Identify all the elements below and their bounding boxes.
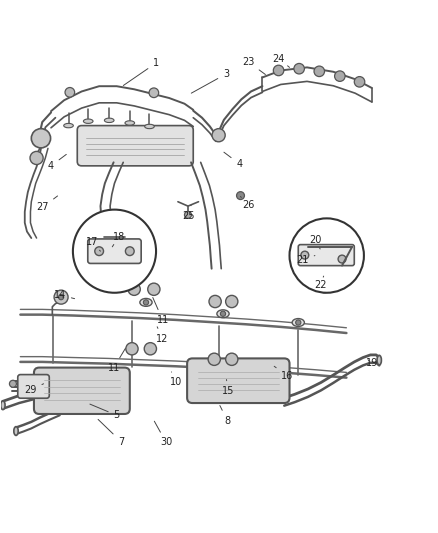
Ellipse shape <box>376 356 381 365</box>
Circle shape <box>148 283 159 295</box>
Circle shape <box>144 343 156 355</box>
Circle shape <box>125 247 134 255</box>
Circle shape <box>313 66 324 77</box>
FancyBboxPatch shape <box>88 239 141 263</box>
Ellipse shape <box>14 426 18 435</box>
Circle shape <box>334 71 344 82</box>
FancyBboxPatch shape <box>18 375 49 398</box>
Ellipse shape <box>291 319 304 326</box>
Circle shape <box>31 128 50 148</box>
Ellipse shape <box>125 121 134 125</box>
Text: 4: 4 <box>223 152 242 168</box>
Ellipse shape <box>216 310 229 318</box>
Circle shape <box>225 353 237 366</box>
Text: 30: 30 <box>154 421 172 447</box>
Circle shape <box>220 311 225 317</box>
Circle shape <box>208 353 220 366</box>
Circle shape <box>73 209 155 293</box>
Text: 19: 19 <box>365 358 377 368</box>
Circle shape <box>10 380 16 387</box>
Circle shape <box>126 343 138 355</box>
Text: 5: 5 <box>90 404 120 421</box>
Circle shape <box>95 247 103 255</box>
Ellipse shape <box>83 119 93 124</box>
Circle shape <box>128 283 140 295</box>
FancyBboxPatch shape <box>297 245 353 265</box>
Circle shape <box>184 212 191 219</box>
Circle shape <box>58 295 64 300</box>
Text: 1: 1 <box>123 58 159 85</box>
Ellipse shape <box>145 124 154 128</box>
Circle shape <box>208 295 221 308</box>
FancyBboxPatch shape <box>77 126 193 166</box>
Text: 17: 17 <box>85 237 100 251</box>
Ellipse shape <box>140 298 152 306</box>
Text: 12: 12 <box>156 327 169 344</box>
Circle shape <box>313 275 324 286</box>
Text: 16: 16 <box>274 366 293 381</box>
Circle shape <box>65 87 74 97</box>
Ellipse shape <box>64 124 73 128</box>
Circle shape <box>337 255 345 263</box>
Circle shape <box>54 290 68 304</box>
Ellipse shape <box>55 293 67 301</box>
Ellipse shape <box>104 118 114 123</box>
Text: 23: 23 <box>241 56 265 75</box>
Text: 24: 24 <box>272 54 289 67</box>
FancyBboxPatch shape <box>187 358 289 403</box>
Text: 26: 26 <box>240 197 254 210</box>
Text: 8: 8 <box>219 406 230 425</box>
Circle shape <box>236 192 244 199</box>
Text: 11: 11 <box>107 349 125 373</box>
Ellipse shape <box>1 401 5 409</box>
Text: 3: 3 <box>191 69 229 93</box>
Text: 25: 25 <box>182 205 194 221</box>
Circle shape <box>293 63 304 74</box>
Circle shape <box>319 284 328 293</box>
Text: 20: 20 <box>309 235 321 249</box>
Circle shape <box>212 128 225 142</box>
Text: 22: 22 <box>313 276 326 290</box>
Circle shape <box>149 88 158 98</box>
Circle shape <box>225 295 237 308</box>
Circle shape <box>295 320 300 325</box>
Text: 15: 15 <box>222 379 234 396</box>
Text: 29: 29 <box>24 384 43 395</box>
Text: 14: 14 <box>53 290 74 300</box>
Text: 18: 18 <box>112 232 125 247</box>
Circle shape <box>300 251 308 259</box>
Text: 27: 27 <box>36 196 57 213</box>
Circle shape <box>273 65 283 76</box>
Text: 10: 10 <box>169 372 181 387</box>
Text: 4: 4 <box>48 155 66 171</box>
FancyBboxPatch shape <box>34 368 130 414</box>
Circle shape <box>289 219 363 293</box>
Circle shape <box>353 77 364 87</box>
Circle shape <box>30 151 43 165</box>
Text: 11: 11 <box>152 297 168 325</box>
Circle shape <box>143 300 148 305</box>
Text: 21: 21 <box>296 255 314 265</box>
Text: 7: 7 <box>98 419 124 447</box>
